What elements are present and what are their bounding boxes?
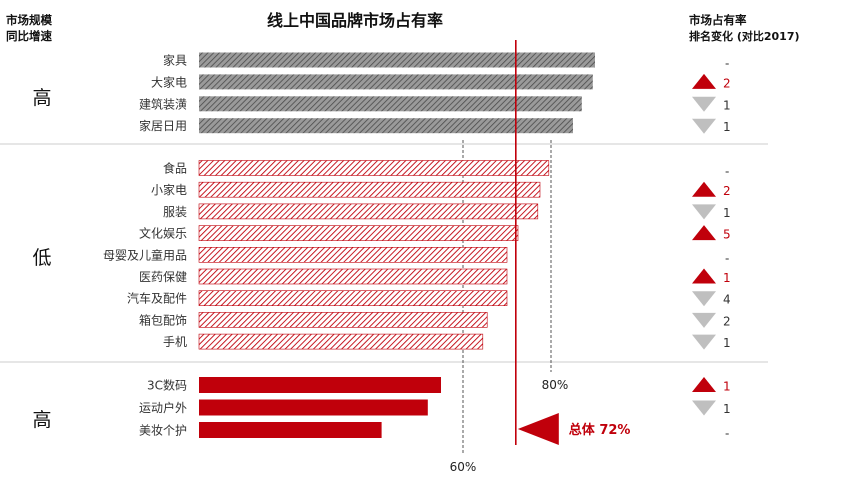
rank-change-value: 2: [723, 314, 731, 328]
category-label: 小家电: [151, 182, 187, 197]
category-label: 文化娱乐: [139, 226, 187, 241]
rank-down-icon: [692, 334, 716, 350]
rank-change-value: 1: [723, 271, 731, 285]
bar: [198, 333, 484, 350]
bar: [198, 290, 508, 307]
bar: [198, 160, 550, 176]
category-label: 3C数码: [147, 378, 187, 393]
bar: [199, 96, 582, 112]
reference-label-80: 80%: [542, 378, 569, 392]
category-label: 家居日用: [139, 118, 187, 133]
bar: [198, 181, 541, 198]
rank-change-value: 2: [723, 184, 731, 198]
bar: [198, 268, 508, 285]
rank-change-value: 1: [723, 380, 731, 394]
rank-change-value: 1: [723, 120, 731, 134]
bar: [198, 312, 488, 328]
bar: [199, 399, 428, 416]
rank-change-value: 1: [723, 336, 731, 350]
rank-change-value: 4: [723, 293, 731, 307]
category-label: 母婴及儿童用品: [103, 247, 187, 262]
group-label: 高: [32, 409, 51, 431]
bar: [199, 422, 382, 438]
bar: [199, 52, 595, 68]
rank-change-value: -: [725, 165, 729, 179]
rank-change-value: 1: [723, 98, 731, 112]
bar: [199, 377, 441, 393]
rank-change-value: 1: [723, 402, 731, 416]
category-label: 箱包配饰: [139, 312, 187, 327]
category-label: 美妆个护: [139, 424, 187, 438]
right-header-line-1: 市场占有率: [689, 13, 747, 27]
group-label: 低: [32, 247, 51, 269]
bar: [198, 203, 539, 220]
category-label: 家具: [163, 53, 187, 68]
rank-down-icon: [692, 291, 716, 307]
category-label: 运动户外: [139, 400, 187, 415]
rank-down-icon: [692, 312, 716, 328]
rank-up-icon: [692, 225, 716, 241]
reference-label-60: 60%: [450, 460, 477, 474]
bar: [199, 118, 573, 134]
category-label: 食品: [163, 161, 187, 176]
category-label: 服装: [163, 205, 187, 219]
chart-title: 线上中国品牌市场占有率: [267, 11, 443, 30]
rank-change-value: 2: [723, 76, 731, 90]
bar: [198, 247, 508, 263]
group-label: 高: [32, 87, 51, 109]
category-label: 大家电: [151, 74, 187, 89]
overall-marker-icon: [517, 413, 559, 445]
rank-change-value: -: [725, 427, 729, 441]
category-label: 汽车及配件: [127, 291, 187, 306]
overall-label: 总体 72%: [569, 422, 631, 438]
category-label: 手机: [163, 335, 187, 349]
rank-up-icon: [692, 181, 716, 197]
rank-change-value: 5: [723, 228, 731, 242]
rank-up-icon: [692, 268, 716, 284]
rank-up-icon: [692, 377, 716, 392]
rank-down-icon: [692, 118, 716, 134]
rank-change-value: 1: [723, 206, 731, 220]
rank-change-value: -: [725, 251, 729, 265]
rank-up-icon: [692, 73, 716, 89]
bar: [198, 225, 519, 241]
rank-down-icon: [692, 400, 716, 416]
bar: [199, 74, 593, 90]
category-label: 医药保健: [139, 270, 187, 284]
rank-change-value: -: [725, 57, 729, 71]
left-header-line-1: 市场规模: [6, 13, 52, 27]
rank-down-icon: [692, 204, 716, 220]
rank-down-icon: [692, 96, 716, 112]
left-header-line-2: 同比增速: [6, 29, 52, 43]
category-label: 建筑装潢: [139, 96, 187, 111]
right-header-line-2: 排名变化 (对比2017): [689, 29, 800, 43]
